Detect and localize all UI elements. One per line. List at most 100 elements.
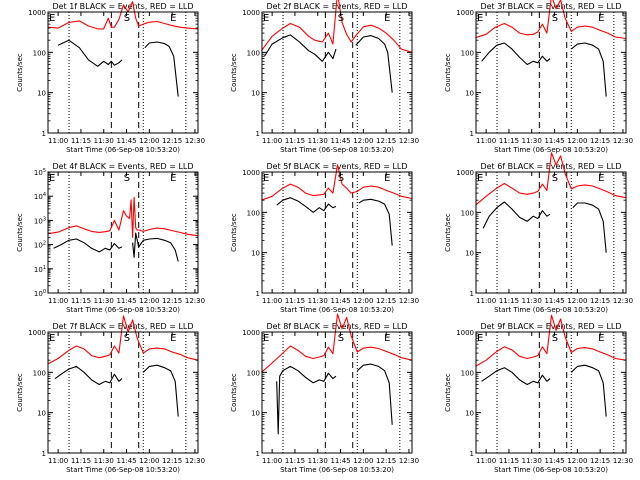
x-tick-label: 12:15 bbox=[376, 137, 396, 145]
y-tick-label: 100 bbox=[34, 289, 46, 298]
event-marker-label: E bbox=[49, 333, 55, 344]
event-marker-label: S bbox=[552, 333, 558, 344]
panel-title: Det 2f BLACK = Events, RED = LLD bbox=[266, 2, 407, 11]
x-tick-label: 12:30 bbox=[185, 137, 205, 145]
x-tick-label: 12:15 bbox=[590, 457, 610, 465]
event-marker-label: E bbox=[598, 173, 604, 184]
y-tick-label: 100 bbox=[461, 49, 474, 57]
x-tick-label: 11:45 bbox=[330, 457, 350, 465]
events-series-line bbox=[264, 34, 337, 62]
x-tick-label: 11:30 bbox=[522, 137, 542, 145]
x-tick-label: 11:45 bbox=[544, 137, 564, 145]
plot-frame bbox=[475, 171, 627, 294]
x-tick-label: 12:30 bbox=[185, 297, 205, 305]
x-tick-label: 11:15 bbox=[499, 457, 519, 465]
y-tick-label: 1 bbox=[256, 450, 260, 458]
x-tick-label: 12:15 bbox=[376, 457, 396, 465]
event-marker-label: S bbox=[124, 333, 130, 344]
x-tick-label: 11:15 bbox=[499, 297, 519, 305]
x-axis-label: Start Time (06-Sep-08 10:53:20) bbox=[280, 466, 394, 474]
plot-frame bbox=[261, 171, 413, 294]
x-tick-label: 11:00 bbox=[48, 457, 68, 465]
event-marker-label: E bbox=[477, 333, 483, 344]
events-series-line bbox=[481, 367, 551, 386]
y-tick-label: 10 bbox=[465, 410, 474, 418]
events-series-line bbox=[57, 39, 123, 67]
y-tick-label: 1 bbox=[42, 450, 46, 458]
y-tick-label: 1 bbox=[42, 130, 46, 138]
lld-series-line bbox=[261, 313, 413, 373]
x-axis-label: Start Time (06-Sep-08 10:53:20) bbox=[66, 306, 180, 314]
y-tick-label: 100 bbox=[461, 369, 474, 377]
x-tick-label: 11:00 bbox=[476, 137, 496, 145]
x-tick-label: 11:00 bbox=[476, 457, 496, 465]
x-tick-label: 12:15 bbox=[162, 297, 182, 305]
x-axis-label: Start Time (06-Sep-08 10:53:20) bbox=[66, 466, 180, 474]
event-marker-label: E bbox=[384, 13, 390, 24]
lld-series-line bbox=[47, 196, 199, 238]
y-tick-label: 1000 bbox=[28, 9, 46, 17]
events-series-line bbox=[132, 232, 179, 262]
lld-series-line bbox=[475, 0, 627, 40]
x-tick-label: 12:30 bbox=[399, 457, 419, 465]
y-tick-label: 1000 bbox=[242, 169, 260, 177]
y-tick-label: 103 bbox=[34, 216, 46, 225]
events-series-line bbox=[570, 42, 607, 97]
event-marker-label: E bbox=[477, 173, 483, 184]
event-marker-label: E bbox=[170, 173, 176, 184]
x-tick-label: 11:30 bbox=[94, 297, 114, 305]
x-axis-label: Start Time (06-Sep-08 10:53:20) bbox=[280, 306, 394, 314]
y-axis-label: Counts/sec bbox=[230, 53, 238, 92]
x-tick-label: 11:45 bbox=[330, 297, 350, 305]
events-series-line bbox=[276, 197, 337, 213]
y-tick-label: 1 bbox=[256, 290, 260, 298]
y-tick-label: 100 bbox=[33, 369, 46, 377]
plot-frame bbox=[47, 171, 199, 294]
x-axis-label: Start Time (06-Sep-08 10:53:20) bbox=[494, 466, 608, 474]
event-marker-label: E bbox=[384, 333, 390, 344]
plot-frame bbox=[475, 11, 627, 134]
y-tick-label: 100 bbox=[247, 49, 260, 57]
event-marker-label: S bbox=[124, 173, 130, 184]
x-tick-label: 12:15 bbox=[162, 137, 182, 145]
y-tick-label: 10 bbox=[251, 250, 260, 258]
panel-title: Det 9f BLACK = Events, RED = LLD bbox=[480, 322, 621, 331]
event-marker-label: S bbox=[552, 13, 558, 24]
panel-title: Det 8f BLACK = Events, RED = LLD bbox=[266, 322, 407, 331]
x-tick-label: 12:00 bbox=[567, 297, 587, 305]
y-axis-label: Counts/sec bbox=[16, 373, 24, 412]
x-tick-label: 11:30 bbox=[308, 137, 328, 145]
event-marker-label: E bbox=[263, 333, 269, 344]
y-tick-label: 1000 bbox=[456, 169, 474, 177]
x-axis-label: Start Time (06-Sep-08 10:53:20) bbox=[280, 146, 394, 154]
x-tick-label: 12:00 bbox=[139, 457, 159, 465]
panel-title: Det 7f BLACK = Events, RED = LLD bbox=[52, 322, 193, 331]
x-tick-label: 11:30 bbox=[94, 137, 114, 145]
events-series-line bbox=[53, 238, 123, 253]
x-tick-label: 11:15 bbox=[285, 297, 305, 305]
events-series-line bbox=[54, 365, 123, 386]
events-series-line bbox=[355, 35, 393, 93]
plot-frame bbox=[261, 331, 413, 454]
event-marker-label: E bbox=[170, 333, 176, 344]
events-series-line bbox=[142, 364, 179, 417]
x-tick-label: 12:15 bbox=[590, 297, 610, 305]
event-marker-label: E bbox=[598, 13, 604, 24]
x-tick-label: 11:00 bbox=[262, 297, 282, 305]
x-tick-label: 11:45 bbox=[544, 297, 564, 305]
x-tick-label: 12:30 bbox=[613, 297, 633, 305]
x-tick-label: 11:45 bbox=[544, 457, 564, 465]
y-axis-label: Counts/sec bbox=[444, 373, 452, 412]
y-tick-label: 10 bbox=[465, 90, 474, 98]
y-tick-label: 10 bbox=[251, 90, 260, 98]
event-marker-label: E bbox=[477, 13, 483, 24]
event-marker-label: S bbox=[124, 13, 130, 24]
y-tick-label: 10 bbox=[465, 250, 474, 258]
x-tick-label: 12:15 bbox=[162, 457, 182, 465]
